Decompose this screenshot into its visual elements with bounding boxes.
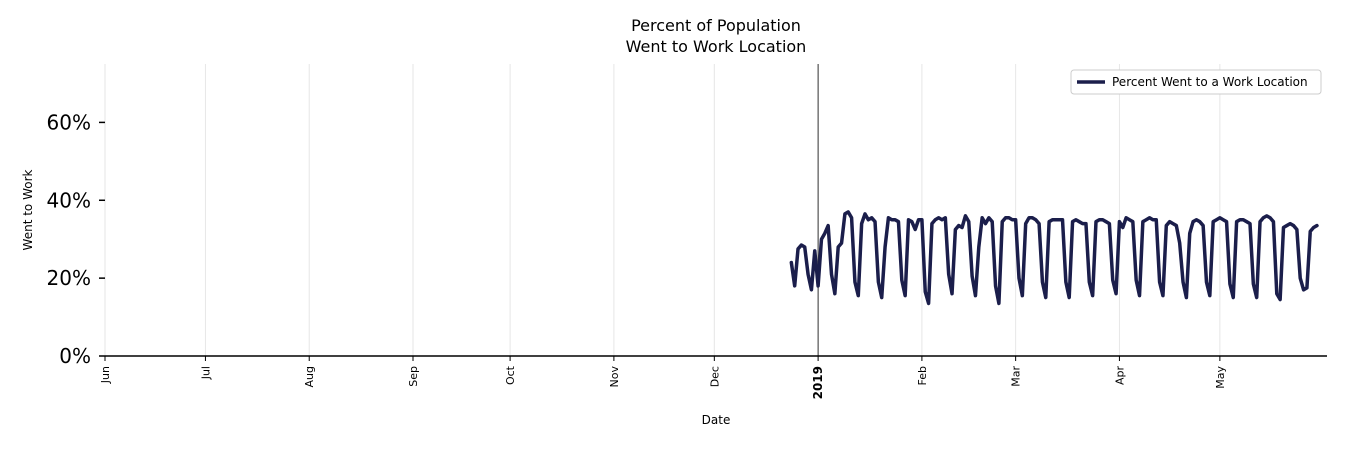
chart-title-line1: Percent of Population xyxy=(631,16,801,35)
x-tick-label: Oct xyxy=(504,365,517,385)
x-axis-label: Date xyxy=(702,413,731,427)
x-tick-label: Mar xyxy=(1010,366,1023,387)
y-tick-label: 60% xyxy=(47,110,91,134)
x-tick-label: Jun xyxy=(99,366,112,384)
x-tick-label: Dec xyxy=(708,366,721,387)
legend-box xyxy=(1070,69,1322,95)
x-axis-ticks: Jun Jul Aug Sep Oct Nov Dec 2019 Feb Mar Apr May xyxy=(99,356,1227,399)
legend-entry: Percent Went to a Work Location xyxy=(1112,75,1308,89)
y-axis-label: Went to Work xyxy=(21,169,35,250)
x-tick-label: Jul xyxy=(199,366,212,380)
y-tick-label: 0% xyxy=(59,344,91,368)
chart-title-line2: Went to Work Location xyxy=(626,37,807,56)
x-tick-label: Feb xyxy=(916,366,929,385)
x-tick-label: May xyxy=(1214,366,1227,389)
x-gridlines xyxy=(104,64,1221,356)
y-axis-ticks: 0% 20% 40% 60% xyxy=(47,110,105,368)
x-tick-label: Apr xyxy=(1113,366,1126,386)
x-tick-label: Nov xyxy=(608,366,621,388)
x-tick-label: Aug xyxy=(303,366,316,387)
y-tick-label: 40% xyxy=(47,188,91,212)
legend: Percent Went to a Work Location xyxy=(1070,69,1322,95)
series-line-work-location xyxy=(789,210,1319,306)
x-tick-label: 2019 xyxy=(811,366,825,399)
y-tick-label: 20% xyxy=(47,266,91,290)
x-tick-label: Sep xyxy=(407,366,420,387)
